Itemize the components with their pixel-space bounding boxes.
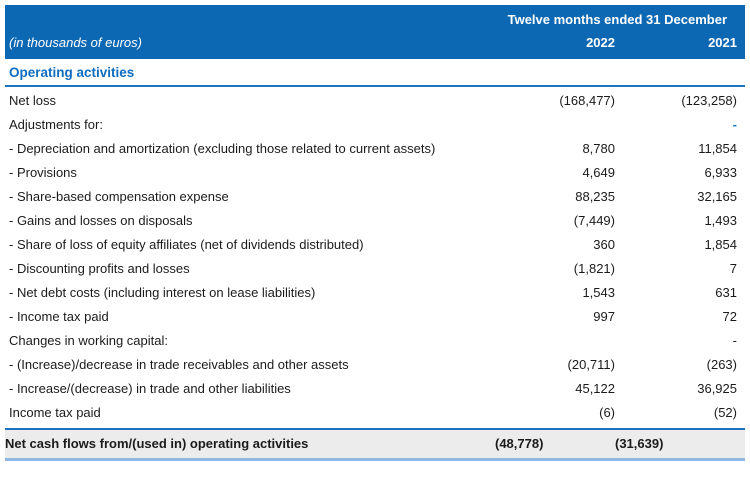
value-2022: 1,543 [582, 285, 615, 300]
row-label: Income tax paid [9, 405, 101, 420]
period-header: Twelve months ended 31 December [507, 12, 727, 27]
value-2021: - [732, 117, 737, 132]
value-2021: 6,933 [704, 165, 737, 180]
row-label: - Discounting profits and losses [9, 261, 190, 276]
value-2022: (20,711) [567, 357, 615, 372]
value-2021: (123,258) [681, 93, 737, 108]
value-2021: 1,493 [704, 213, 737, 228]
value-2022: 8,780 [582, 141, 615, 156]
table-row-depreciation-amortization: - Depreciation and amortization (excludi… [5, 137, 745, 161]
value-2022: 997 [593, 309, 615, 324]
table-row-adjustments-for: Adjustments for: - [5, 113, 745, 137]
value-2021: 7 [729, 261, 737, 276]
value-2022: (6) [599, 405, 615, 420]
column-header-row: (in thousands of euros) 2022 2021 [5, 35, 745, 51]
row-label: - Provisions [9, 165, 77, 180]
value-2021: 36,925 [697, 381, 737, 396]
section-title-operating-activities: Operating activities [5, 59, 745, 87]
value-2021: 72 [722, 309, 737, 324]
row-label: - Net debt costs (including interest on … [9, 285, 316, 300]
row-label: Adjustments for: [9, 117, 103, 132]
value-2021: (263) [706, 357, 737, 372]
value-2022: (7,449) [573, 213, 615, 228]
value-2022: 45,122 [575, 381, 615, 396]
row-label: Net loss [9, 93, 56, 108]
value-2022: (1,821) [573, 261, 615, 276]
total-row-label: Net cash flows from/(used in) operating … [5, 436, 309, 451]
row-label: - Depreciation and amortization (excludi… [9, 141, 436, 156]
total-row-net-cash-flows-operating: Net cash flows from/(used in) operating … [5, 428, 745, 461]
value-2021: (52) [713, 405, 737, 420]
value-2022: 88,235 [575, 189, 615, 204]
value-2022: 4,649 [582, 165, 615, 180]
row-label: - Share of loss of equity affiliates (ne… [9, 237, 364, 252]
table-row-provisions: - Provisions 4,649 6,933 [5, 161, 745, 185]
table-row-increase-decrease-receivables: - (Increase)/decrease in trade receivabl… [5, 353, 745, 377]
total-value-2022: (48,778) [495, 436, 544, 451]
unit-label: (in thousands of euros) [9, 35, 142, 50]
table-row-share-based-compensation: - Share-based compensation expense 88,23… [5, 185, 745, 209]
row-label: - Gains and losses on disposals [9, 213, 193, 228]
row-label: Changes in working capital: [9, 333, 168, 348]
table-row-net-debt-costs: - Net debt costs (including interest on … [5, 281, 745, 305]
table-row-income-tax-paid-adjustment: - Income tax paid 997 72 [5, 305, 745, 329]
table-row-changes-working-capital: Changes in working capital: - [5, 329, 745, 353]
value-2021: 631 [715, 285, 737, 300]
row-label: - (Increase)/decrease in trade receivabl… [9, 357, 349, 372]
value-2022: 360 [593, 237, 615, 252]
table-row-income-tax-paid: Income tax paid (6) (52) [5, 401, 745, 425]
column-header-2022: 2022 [586, 35, 615, 50]
total-value-2021: (31,639) [615, 436, 664, 451]
row-label: - Increase/(decrease) in trade and other… [9, 381, 291, 396]
value-2021: 11,854 [698, 141, 737, 156]
value-2022: (168,477) [559, 93, 615, 108]
table-header: Twelve months ended 31 December (in thou… [5, 5, 745, 59]
row-label: - Share-based compensation expense [9, 189, 229, 204]
table-row-increase-decrease-liabilities: - Increase/(decrease) in trade and other… [5, 377, 745, 401]
table-row-net-loss: Net loss (168,477) (123,258) [5, 89, 745, 113]
table-row-discounting-profits-losses: - Discounting profits and losses (1,821)… [5, 257, 745, 281]
value-2021: 1,854 [704, 237, 737, 252]
cash-flow-statement: Twelve months ended 31 December (in thou… [5, 5, 745, 461]
column-header-2021: 2021 [708, 35, 737, 50]
table-row-gains-losses-disposals: - Gains and losses on disposals (7,449) … [5, 209, 745, 233]
table-body: Net loss (168,477) (123,258) Adjustments… [5, 87, 745, 425]
row-label: - Income tax paid [9, 309, 109, 324]
table-row-share-of-loss-equity-affiliates: - Share of loss of equity affiliates (ne… [5, 233, 745, 257]
value-2021: - [732, 333, 737, 348]
value-2021: 32,165 [697, 189, 737, 204]
